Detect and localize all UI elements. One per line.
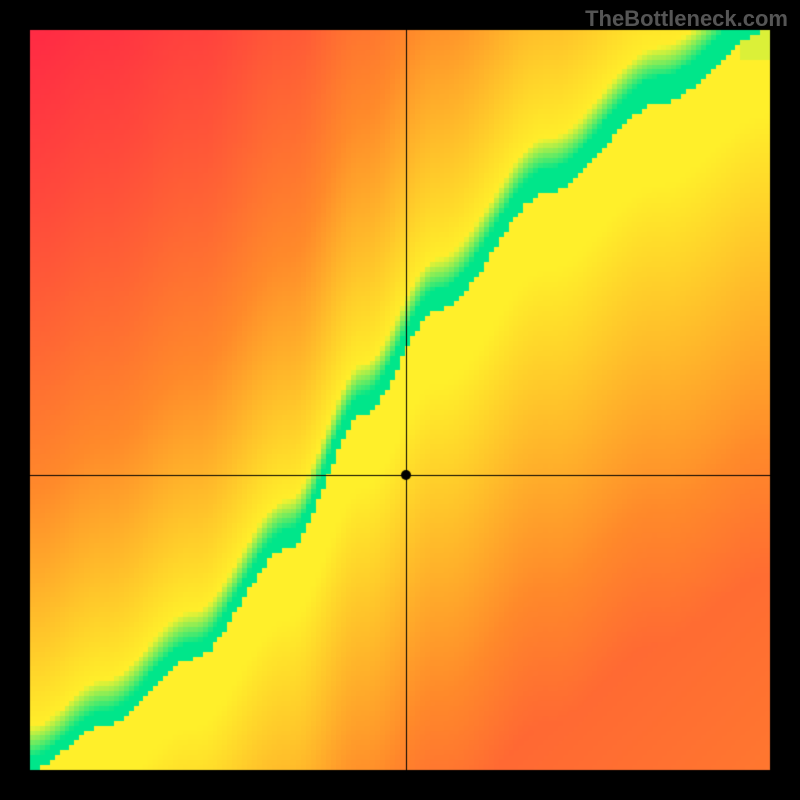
attribution-text: TheBottleneck.com xyxy=(585,6,788,32)
chart-container: TheBottleneck.com xyxy=(0,0,800,800)
heatmap-canvas xyxy=(0,0,800,800)
